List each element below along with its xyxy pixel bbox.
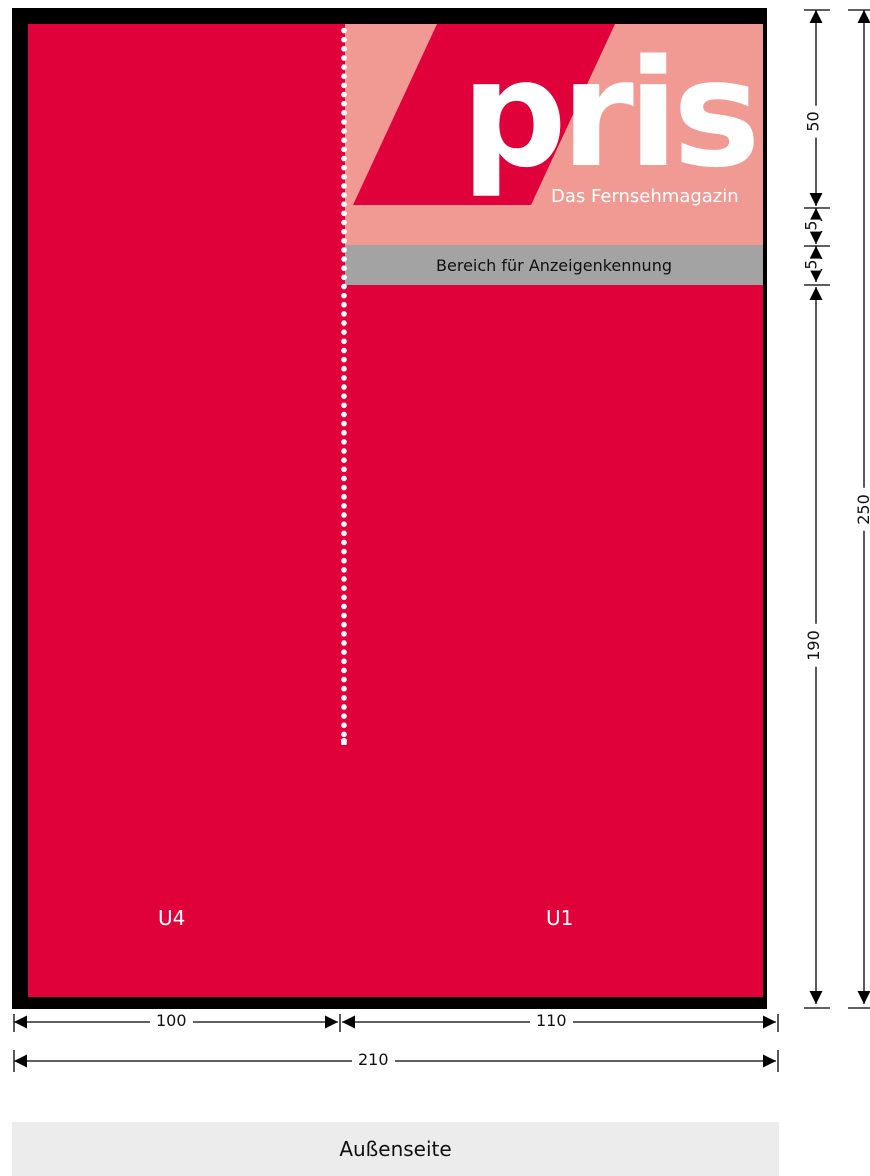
fold-line-end-dot [341, 738, 347, 744]
ad-label-text: Bereich für Anzeigenkennung [436, 255, 672, 275]
page-label-front: U1 [546, 906, 574, 930]
logo-parallelogram [353, 24, 615, 205]
dimension-label-height-body: 190 [803, 624, 823, 667]
logo-tagline: Das Fernsehmagazin [551, 186, 739, 207]
dimension-label-width-total: 210 [352, 1050, 395, 1069]
dimension-label-height-gap-b: 5 [801, 258, 821, 271]
dimension-label-height-total: 250 [853, 488, 870, 531]
dimension-label-height-gap-a: 5 [801, 219, 821, 232]
ad-label-bar: Bereich für Anzeigenkennung [345, 245, 763, 285]
dimension-label-width-back: 100 [150, 1011, 193, 1030]
caption-text: Außenseite [339, 1137, 452, 1161]
dimension-label-width-front: 110 [530, 1011, 573, 1030]
caption-box: Außenseite [12, 1122, 779, 1176]
fold-line [341, 26, 347, 745]
page-label-back: U4 [158, 906, 186, 930]
logo-wordmark: prisma [461, 28, 763, 200]
logo-area: prisma Das Fernsehmagazin [345, 24, 763, 245]
dimension-label-height-logo: 50 [803, 105, 823, 138]
